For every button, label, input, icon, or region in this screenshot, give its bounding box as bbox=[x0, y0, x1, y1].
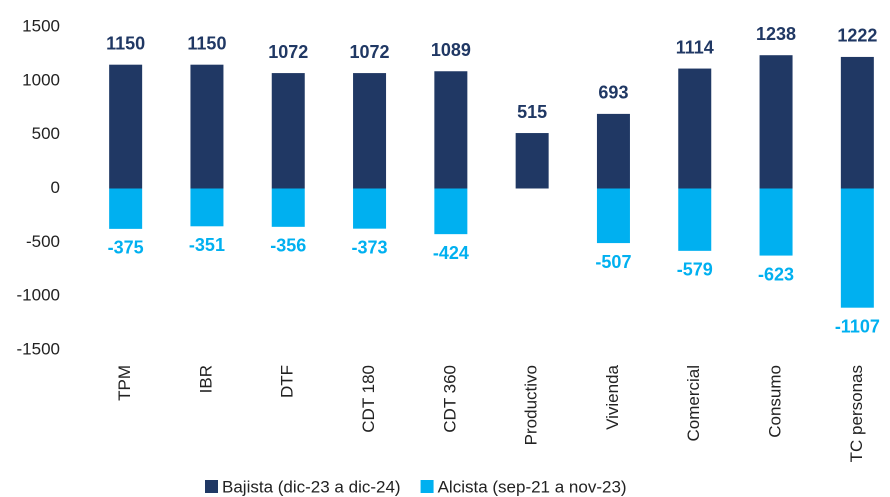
x-tick-label: CDT 180 bbox=[359, 365, 378, 433]
x-tick-label: TPM bbox=[115, 365, 134, 401]
x-tick-label: TC personas bbox=[847, 365, 866, 462]
x-tick-label: Consumo bbox=[766, 365, 785, 438]
data-label: 1238 bbox=[756, 24, 796, 44]
bar bbox=[271, 73, 305, 189]
bar bbox=[434, 188, 468, 235]
bar bbox=[759, 188, 793, 256]
bar bbox=[190, 64, 224, 189]
y-tick-label: 0 bbox=[51, 178, 60, 197]
data-label: 1150 bbox=[106, 33, 145, 53]
x-tick-label: DTF bbox=[278, 365, 297, 398]
bar bbox=[109, 188, 143, 229]
data-label: -1107 bbox=[835, 316, 880, 336]
y-tick-label: -1500 bbox=[17, 339, 60, 358]
legend-swatch bbox=[420, 480, 434, 493]
bar bbox=[434, 71, 468, 189]
data-label: 1222 bbox=[837, 26, 877, 46]
bar bbox=[190, 188, 224, 227]
y-tick-label: 500 bbox=[32, 124, 60, 143]
bar bbox=[596, 188, 630, 244]
data-label: -507 bbox=[595, 252, 631, 272]
bar bbox=[678, 68, 712, 189]
y-tick-label: -1000 bbox=[17, 286, 60, 305]
data-label: 1072 bbox=[268, 42, 308, 62]
data-label: -351 bbox=[189, 235, 225, 255]
data-label: 515 bbox=[517, 102, 547, 122]
bar bbox=[840, 56, 874, 189]
data-label: -424 bbox=[433, 243, 469, 263]
y-tick-label: 1500 bbox=[22, 16, 60, 35]
y-tick-label: 1000 bbox=[22, 70, 60, 89]
legend-label: Bajista (dic-23 a dic-24) bbox=[222, 477, 401, 496]
data-label: -373 bbox=[352, 237, 388, 257]
data-label: -579 bbox=[677, 260, 713, 280]
bar bbox=[353, 73, 387, 189]
bar bbox=[353, 188, 387, 229]
data-label: 1072 bbox=[350, 42, 390, 62]
data-label: 1089 bbox=[431, 40, 471, 60]
x-tick-label: Productivo bbox=[522, 365, 541, 445]
y-tick-label: -500 bbox=[26, 232, 60, 251]
bar bbox=[271, 188, 305, 227]
x-tick-label: CDT 360 bbox=[440, 365, 459, 433]
data-label: 1114 bbox=[676, 37, 714, 57]
data-label: 693 bbox=[598, 83, 628, 103]
data-label: -375 bbox=[108, 238, 144, 258]
x-tick-label: Comercial bbox=[684, 365, 703, 442]
bar bbox=[515, 133, 549, 189]
bar bbox=[678, 188, 712, 251]
bar bbox=[759, 55, 793, 189]
bar bbox=[840, 188, 874, 308]
data-label: -356 bbox=[270, 236, 306, 256]
legend-swatch bbox=[205, 480, 218, 493]
data-label: 1150 bbox=[187, 33, 226, 53]
bar bbox=[109, 64, 143, 189]
legend-label: Alcista (sep-21 a nov-23) bbox=[438, 477, 627, 496]
bar bbox=[596, 113, 630, 189]
data-label: -623 bbox=[758, 264, 794, 284]
x-tick-label: Vivienda bbox=[603, 364, 622, 429]
x-tick-label: IBR bbox=[196, 365, 215, 393]
